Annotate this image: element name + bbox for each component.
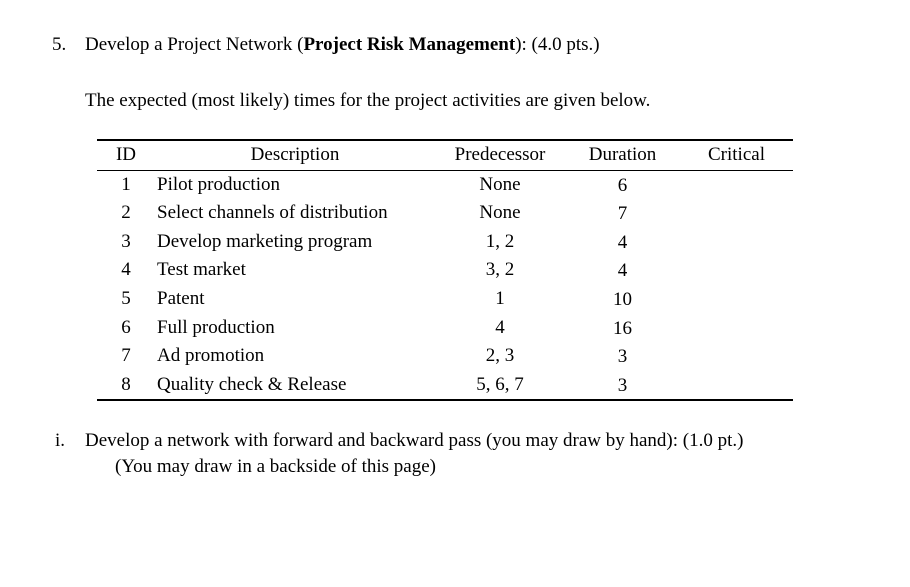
cell-id: 1 [121,173,131,195]
table-row: 5 Patent 1 10 [97,285,793,314]
subitem-text: Develop a network with forward and backw… [85,430,744,451]
header-predecessor: Predecessor [454,144,546,166]
cell-duration: 4 [617,231,628,253]
activities-table: ID Description Predecessor Duration Crit… [97,139,793,401]
cell-duration: 3 [617,374,628,396]
table-row: 7 Ad promotion 2, 3 3 [97,342,793,371]
table-row: 2 Select channels of distribution None 7 [97,199,793,228]
cell-critical [680,342,793,371]
cell-description: Ad promotion [157,345,265,367]
cell-duration: 6 [617,174,628,196]
table-row: 1 Pilot production None 6 [97,170,793,199]
question-heading: 5. Develop a Project Network (Project Ri… [52,34,600,56]
cell-duration: 16 [613,317,632,339]
cell-description: Full production [157,316,275,338]
cell-predecessor: None [479,173,521,195]
cell-critical [680,285,793,314]
cell-description: Patent [157,288,205,310]
cell-predecessor: 3, 2 [485,259,515,281]
cell-predecessor: 1 [495,288,505,310]
cell-predecessor: 5, 6, 7 [476,373,524,395]
question-title-suffix: ): (4.0 pts.) [515,34,600,55]
cell-predecessor: 4 [495,316,505,338]
header-description: Description [250,144,340,166]
cell-predecessor: 1, 2 [485,230,515,252]
cell-critical [680,313,793,342]
table-header-row: ID Description Predecessor Duration Crit… [97,140,793,170]
intro-text: The expected (most likely) times for the… [85,90,651,111]
question-title-prefix: Develop a Project Network ( [85,34,304,55]
cell-description: Select channels of distribution [157,202,388,224]
question-title-bold: Project Risk Management [303,34,516,55]
cell-duration: 10 [613,289,632,311]
cell-id: 5 [121,288,131,310]
cell-id: 3 [121,230,131,252]
cell-id: 2 [121,202,131,224]
cell-id: 7 [121,345,131,367]
subitem-i: i. Develop a network with forward and ba… [55,430,743,452]
cell-critical [680,199,793,228]
header-id: ID [115,144,137,166]
table-row: 3 Develop marketing program 1, 2 4 [97,227,793,256]
cell-duration: 7 [617,203,628,225]
header-duration: Duration [588,144,657,166]
table-row: 8 Quality check & Release 5, 6, 7 3 [97,371,793,400]
question-title: Develop a Project Network (Project Risk … [85,34,600,56]
cell-critical [680,371,793,400]
table-row: 6 Full production 4 16 [97,313,793,342]
cell-critical [680,170,793,199]
subitem-note: (You may draw in a backside of this page… [115,456,436,477]
cell-critical [680,227,793,256]
subitem-marker: i. [55,430,66,451]
cell-duration: 4 [617,260,628,282]
cell-id: 4 [121,259,131,281]
question-number: 5. [52,34,67,55]
cell-description: Develop marketing program [157,230,373,252]
header-critical: Critical [708,144,765,166]
cell-description: Pilot production [157,173,280,195]
cell-duration: 3 [617,346,628,368]
cell-id: 8 [121,373,131,395]
cell-predecessor: None [479,202,521,224]
cell-predecessor: 2, 3 [485,345,515,367]
table-row: 4 Test market 3, 2 4 [97,256,793,285]
cell-description: Test market [157,259,246,281]
cell-critical [680,256,793,285]
cell-description: Quality check & Release [157,373,347,395]
cell-id: 6 [121,316,131,338]
